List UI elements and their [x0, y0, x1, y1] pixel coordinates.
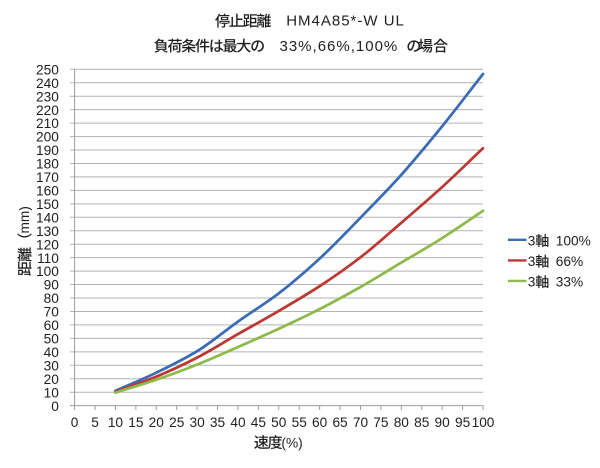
- svg-text:95: 95: [455, 415, 471, 430]
- svg-text:35: 35: [210, 415, 226, 430]
- svg-text:90: 90: [44, 278, 60, 293]
- svg-text:140: 140: [36, 210, 59, 225]
- svg-text:250: 250: [36, 62, 59, 77]
- svg-text:210: 210: [36, 116, 59, 131]
- svg-text:170: 170: [36, 170, 59, 185]
- svg-text:40: 40: [230, 415, 246, 430]
- svg-text:70: 70: [44, 305, 60, 320]
- svg-text:10: 10: [108, 415, 124, 430]
- svg-text:50: 50: [271, 415, 287, 430]
- svg-text:20: 20: [149, 415, 165, 430]
- svg-text:120: 120: [36, 237, 59, 252]
- svg-text:50: 50: [44, 331, 60, 346]
- svg-text:25: 25: [169, 415, 185, 430]
- svg-text:(%): (%): [281, 435, 302, 450]
- svg-text:100%: 100%: [556, 234, 591, 249]
- svg-text:30: 30: [190, 415, 206, 430]
- svg-text:130: 130: [36, 224, 59, 239]
- svg-text:30: 30: [44, 358, 60, 373]
- svg-text:220: 220: [36, 103, 59, 118]
- svg-text:55: 55: [292, 415, 308, 430]
- svg-text:3: 3: [528, 275, 536, 290]
- svg-text:HM4A85*-W UL: HM4A85*-W UL: [286, 13, 405, 30]
- svg-text:70: 70: [353, 415, 369, 430]
- svg-text:3: 3: [528, 234, 536, 249]
- svg-text:5: 5: [91, 415, 99, 430]
- svg-text:200: 200: [36, 130, 59, 145]
- svg-text:40: 40: [44, 345, 60, 360]
- svg-text:0: 0: [51, 399, 59, 414]
- svg-text:15: 15: [128, 415, 144, 430]
- svg-text:0: 0: [71, 415, 79, 430]
- svg-text:66%: 66%: [556, 254, 583, 269]
- svg-text:190: 190: [36, 143, 59, 158]
- svg-text:45: 45: [251, 415, 267, 430]
- svg-text:65: 65: [332, 415, 348, 430]
- svg-text:10: 10: [44, 385, 60, 400]
- svg-text:75: 75: [373, 415, 389, 430]
- svg-text:80: 80: [44, 291, 60, 306]
- svg-text:80: 80: [394, 415, 410, 430]
- svg-text:60: 60: [312, 415, 328, 430]
- svg-text:110: 110: [37, 251, 59, 266]
- svg-text:100: 100: [36, 264, 59, 279]
- svg-text:20: 20: [44, 372, 60, 387]
- svg-text:mm): mm): [17, 206, 32, 233]
- svg-text:150: 150: [36, 197, 59, 212]
- svg-text:90: 90: [435, 415, 451, 430]
- svg-text:60: 60: [44, 318, 60, 333]
- svg-text:33%,66%,100%: 33%,66%,100%: [280, 38, 399, 55]
- svg-text:85: 85: [414, 415, 430, 430]
- svg-text:240: 240: [36, 76, 59, 91]
- svg-text:100: 100: [472, 415, 495, 430]
- svg-text:230: 230: [36, 89, 59, 104]
- svg-text:180: 180: [36, 157, 59, 172]
- svg-text:33%: 33%: [556, 275, 583, 290]
- svg-text:3: 3: [528, 254, 536, 269]
- svg-text:160: 160: [36, 183, 59, 198]
